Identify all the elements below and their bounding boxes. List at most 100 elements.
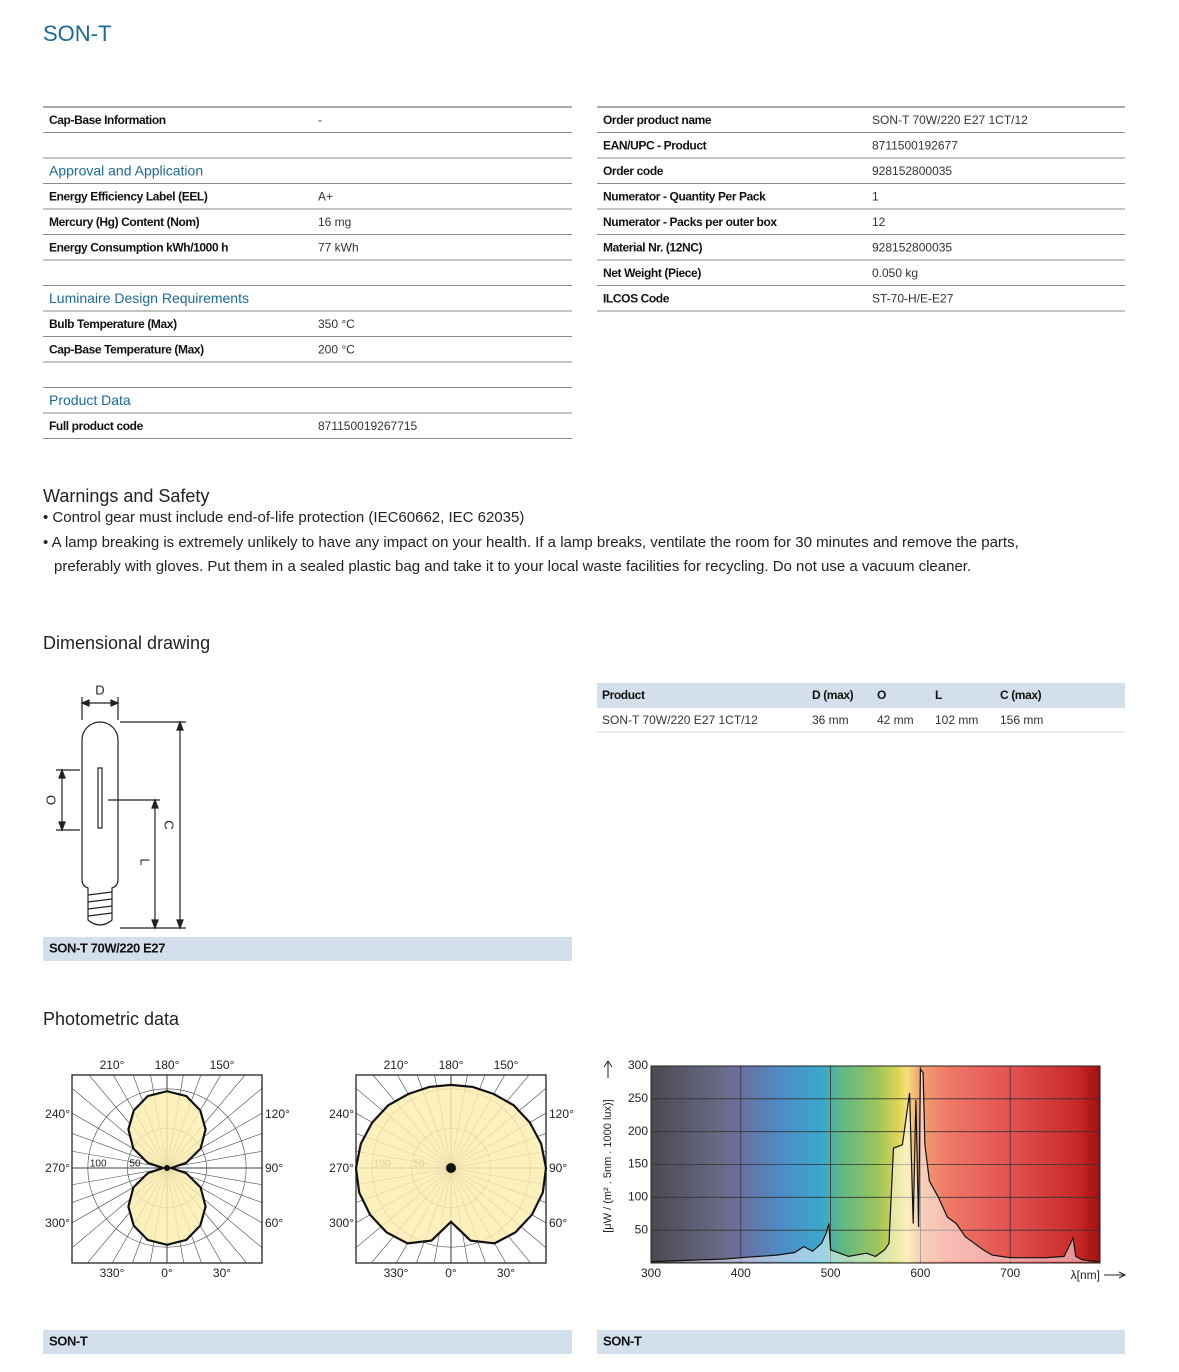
spec-label: Cap-Base Temperature (Max) <box>49 342 204 356</box>
table-header: D (max) <box>812 688 854 702</box>
table-header: Product <box>602 688 645 702</box>
spec-value: 8711500192677 <box>872 138 958 152</box>
plot-frame <box>650 1065 1101 1264</box>
spec-label: Order code <box>603 164 664 178</box>
spectrum-curve <box>650 1067 1101 1263</box>
angle-label: 330° <box>100 1266 125 1280</box>
angle-label: 150° <box>494 1058 519 1072</box>
caption-bar <box>597 1330 1125 1354</box>
spec-label: Energy Consumption kWh/1000 h <box>49 240 228 254</box>
angle-label: 0° <box>161 1266 173 1280</box>
spec-value: ST-70-H/E-E27 <box>872 291 954 305</box>
angle-label: 120° <box>265 1107 290 1121</box>
y-tick-label: 50 <box>635 1222 649 1236</box>
spoke <box>166 1150 262 1169</box>
y-tick-label: 300 <box>628 1058 648 1072</box>
y-tick-label: 250 <box>628 1091 648 1105</box>
y-tick-label: 150 <box>628 1157 648 1171</box>
angle-label: 120° <box>549 1107 574 1121</box>
angle-label: 90° <box>549 1161 567 1175</box>
spec-value: 200 °C <box>318 342 355 356</box>
bullet: • <box>43 509 53 526</box>
polar-center <box>446 1163 456 1173</box>
caption: SON-T <box>49 1333 88 1348</box>
angle-label: 210° <box>100 1058 125 1072</box>
dimension-label: O <box>44 795 59 805</box>
x-tick-label: 300 <box>641 1266 661 1280</box>
spec-label: Bulb Temperature (Max) <box>49 317 177 331</box>
angle-label: 180° <box>439 1058 464 1072</box>
axis-arrow <box>1104 1271 1127 1279</box>
dimension-label: C <box>162 820 177 829</box>
angle-label: 30° <box>213 1266 231 1280</box>
table-header: O <box>877 688 886 702</box>
section-heading: Luminaire Design Requirements <box>49 290 249 306</box>
dimension-label: D <box>95 682 104 697</box>
polar-center <box>164 1165 170 1171</box>
caption-bar <box>43 1330 572 1354</box>
spec-label: ILCOS Code <box>603 291 670 305</box>
polar-ring <box>87 1088 247 1248</box>
angle-label: 150° <box>210 1058 235 1072</box>
spec-label: Material Nr. (12NC) <box>603 240 703 254</box>
warning-item: • Control gear must include end-of-life … <box>43 506 1073 531</box>
spec-label: Full product code <box>49 419 144 433</box>
table-header: L <box>935 688 942 702</box>
spec-label: Cap-Base Information <box>49 113 166 127</box>
angle-label: 180° <box>155 1058 180 1072</box>
spec-value: 77 kWh <box>318 240 359 254</box>
angle-label: 300° <box>329 1216 354 1230</box>
spec-value: 0.050 kg <box>872 266 918 280</box>
x-tick-label: 700 <box>1000 1266 1020 1280</box>
spec-value: - <box>318 113 322 127</box>
page-title: SON-T <box>43 21 111 46</box>
x-tick-label: 400 <box>731 1266 751 1280</box>
spec-value: 12 <box>872 215 886 229</box>
spoke <box>166 1167 262 1186</box>
angle-label: 240° <box>329 1107 354 1121</box>
angle-label: 300° <box>45 1216 70 1230</box>
angle-label: 270° <box>45 1161 70 1175</box>
section-title: Dimensional drawing <box>43 633 210 653</box>
lamp-drawing <box>56 697 186 930</box>
bullet: • <box>43 533 52 551</box>
spec-value: 928152800035 <box>872 240 952 254</box>
spec-label: Numerator - Quantity Per Pack <box>603 189 766 203</box>
y-tick-label: 100 <box>628 1190 648 1204</box>
spec-value: A+ <box>318 189 333 203</box>
x-tick-label: 600 <box>910 1266 930 1280</box>
warning-text: A lamp breaking is extremely unlikely to… <box>51 533 1019 576</box>
section-heading: Approval and Application <box>49 162 203 178</box>
spec-label: Energy Efficiency Label (EEL) <box>49 189 208 203</box>
table-header-bg <box>597 683 1125 708</box>
section-title: Photometric data <box>43 1009 180 1029</box>
x-tick-label: 500 <box>821 1266 841 1280</box>
table-cell: 36 mm <box>812 713 849 727</box>
spec-label: Net Weight (Piece) <box>603 266 701 280</box>
axis-arrow <box>603 1060 613 1078</box>
angle-label: 240° <box>45 1107 70 1121</box>
warning-text: Control gear must include end-of-life pr… <box>52 509 525 526</box>
angle-label: 90° <box>265 1161 283 1175</box>
spec-label: Order product name <box>603 113 712 127</box>
angle-label: 270° <box>329 1161 354 1175</box>
angle-label: 0° <box>445 1266 457 1280</box>
y-axis-label: [μW / (m² . 5nm . 1000 lux)] <box>602 1099 614 1232</box>
angle-label: 210° <box>384 1058 409 1072</box>
spoke <box>72 1167 168 1186</box>
section-title: Warnings and Safety <box>43 486 209 506</box>
dimension-label: L <box>138 858 153 865</box>
radial-tick-label: 50 <box>129 1159 141 1170</box>
radial-tick-label: 100 <box>90 1159 107 1170</box>
x-axis-label: λ[nm] <box>1071 1268 1100 1282</box>
spec-value: 16 mg <box>318 215 351 229</box>
angle-label: 60° <box>549 1216 567 1230</box>
spec-label: Numerator - Packs per outer box <box>603 215 777 229</box>
caption: SON-T <box>603 1333 642 1348</box>
table-header: C (max) <box>1000 688 1042 702</box>
spec-label: Mercury (Hg) Content (Nom) <box>49 215 200 229</box>
spec-value: SON-T 70W/220 E27 1CT/12 <box>872 113 1028 127</box>
warning-item: • A lamp breaking is extremely unlikely … <box>43 531 1073 580</box>
